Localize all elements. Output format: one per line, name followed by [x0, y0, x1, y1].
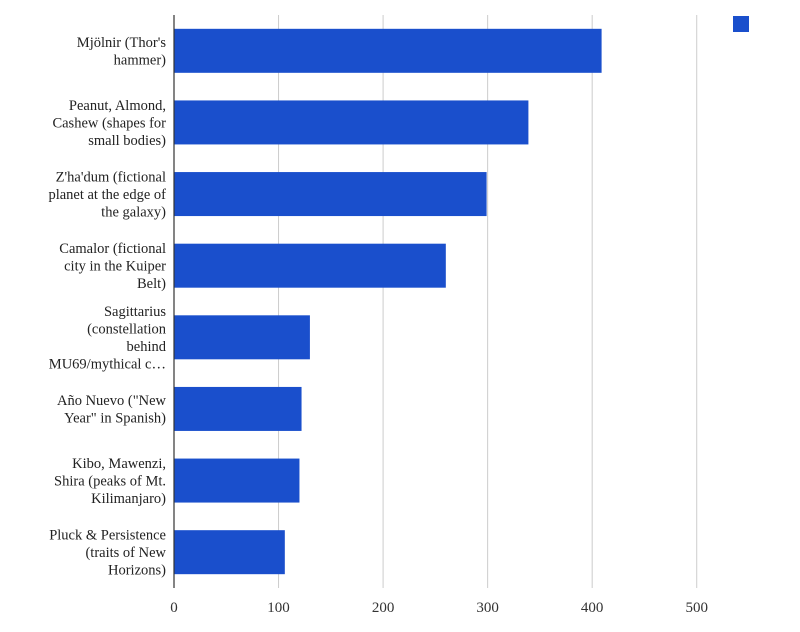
category-label-line: planet at the edge of — [48, 187, 166, 203]
category-label: Sagittarius (constellation behind MU69/myth… — [49, 304, 167, 373]
category-label-line: Peanut, Almond, — [69, 98, 166, 114]
category-label-line: Año Nuevo ("New — [57, 393, 167, 409]
category-label: Camalor (fictional city in the Kuiper Belt… — [59, 241, 166, 292]
bars — [174, 28, 602, 575]
category-label-line: Pluck & Persistence — [49, 528, 166, 544]
category-label-line: Camalor (fictional — [59, 241, 166, 257]
category-label-line: (constellation — [87, 322, 167, 338]
bar[interactable] — [174, 100, 529, 145]
legend-swatch[interactable] — [733, 16, 749, 32]
category-label-line: Kilimanjaro) — [91, 491, 166, 507]
bar[interactable] — [174, 243, 446, 288]
category-label-line: Belt) — [137, 276, 166, 292]
category-label-line: Year" in Spanish) — [64, 411, 166, 427]
category-label: Peanut, Almond, Cashew (shapes for small b… — [52, 98, 166, 149]
category-label: Mjölnir (Thor's hammer) — [77, 35, 167, 69]
category-label: Pluck & Persistence (traits of New Horizon… — [49, 528, 166, 579]
x-tick-label: 200 — [372, 600, 395, 616]
category-label-line: hammer) — [114, 53, 167, 69]
x-tick-label: 400 — [581, 600, 604, 616]
x-tick-label: 300 — [476, 600, 499, 616]
category-label-line: city in the Kuiper — [64, 259, 166, 275]
category-labels: Mjölnir (Thor's hammer) Peanut, Almond, Cas… — [48, 35, 166, 579]
bar[interactable] — [174, 172, 487, 217]
category-label-line: Shira (peaks of Mt. — [54, 474, 166, 490]
bar[interactable] — [174, 315, 310, 360]
x-tick-label: 0 — [170, 600, 178, 616]
category-label-line: Cashew (shapes for — [52, 115, 166, 131]
x-axis-tick-labels: 0 100 200 300 400 500 — [170, 600, 708, 616]
bar[interactable] — [174, 530, 285, 575]
category-label: Año Nuevo ("New Year" in Spanish) — [57, 393, 167, 427]
category-label-line: the galaxy) — [101, 205, 166, 221]
category-label-line: behind — [127, 339, 167, 355]
x-tick-label: 100 — [267, 600, 290, 616]
category-label-line: small bodies) — [88, 133, 166, 149]
category-label-line: (traits of New — [85, 545, 166, 561]
category-label-line: Sagittarius — [104, 304, 166, 320]
category-label: Z'ha'dum (fictional planet at the edge of… — [48, 170, 166, 221]
category-label: Kibo, Mawenzi, Shira (peaks of Mt. Kiliman… — [54, 456, 166, 507]
bar[interactable] — [174, 458, 300, 503]
category-label-line: MU69/mythical c… — [49, 357, 166, 373]
category-label-line: Mjölnir (Thor's — [77, 35, 167, 51]
category-label-line: Kibo, Mawenzi, — [72, 456, 166, 472]
category-label-line: Horizons) — [108, 563, 166, 579]
bar[interactable] — [174, 28, 602, 73]
bar[interactable] — [174, 386, 302, 431]
category-label-line: Z'ha'dum (fictional — [56, 170, 166, 186]
x-tick-label: 500 — [685, 600, 708, 616]
